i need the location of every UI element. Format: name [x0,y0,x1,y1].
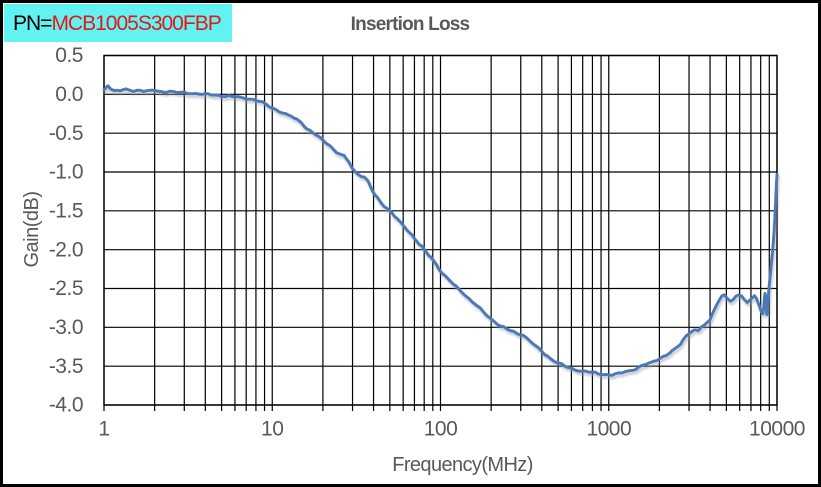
svg-text:-1.0: -1.0 [49,161,83,184]
svg-text:100: 100 [424,417,458,440]
svg-text:1: 1 [98,417,109,440]
svg-text:-1.5: -1.5 [49,199,83,222]
svg-text:10000: 10000 [749,417,805,440]
svg-text:1000: 1000 [586,417,631,440]
svg-text:-4.0: -4.0 [49,394,83,417]
svg-text:-0.5: -0.5 [49,122,83,145]
svg-text:-2.0: -2.0 [49,238,83,261]
svg-text:-3.0: -3.0 [49,316,83,339]
svg-text:Frequency(MHz): Frequency(MHz) [392,454,533,476]
svg-text:-2.5: -2.5 [49,277,83,300]
svg-text:10: 10 [261,417,283,440]
svg-text:Insertion Loss: Insertion Loss [351,14,470,35]
svg-text:Gain(dB): Gain(dB) [21,191,43,267]
svg-text:-3.5: -3.5 [49,355,83,378]
svg-text:0.0: 0.0 [55,83,83,106]
svg-text:0.5: 0.5 [55,44,83,67]
